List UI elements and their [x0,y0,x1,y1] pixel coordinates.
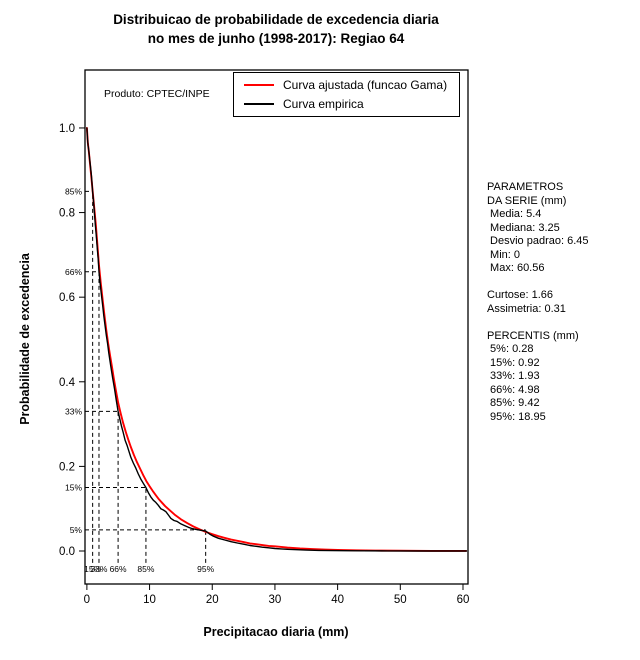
legend: Curva ajustada (funcao Gama) Curva empir… [233,72,460,117]
percentile-y-label: 5% [70,525,83,535]
fitted-curve-swatch [244,84,274,86]
empirical-curve-swatch [244,103,274,105]
percentile-y-label: 33% [65,406,82,416]
stats-line: 95%: 18.95 [487,410,546,423]
legend-label-empirical: Curva empirica [283,97,364,111]
stats-line [487,276,589,290]
percentile-x-label: 66% [110,564,127,574]
legend-label-fitted: Curva ajustada (funcao Gama) [283,78,448,92]
percentile-x-label: 95% [197,564,214,574]
percentile-y-label: 66% [65,267,82,277]
stats-panel: PARAMETROS DA SERIE (mm) Media: 5.4 Media… [487,181,589,424]
stats-line: 66%: 4.98 [487,383,540,396]
product-label: Produto: CPTEC/INPE [104,88,210,100]
stats-line: PARAMETROS [487,181,564,193]
y-tick-label: 0.4 [59,377,76,389]
stats-line: Curtose: 1.66 [487,289,554,301]
stats-line: Max: 60.56 [487,262,545,274]
y-tick-label: 0.6 [59,292,75,304]
stats-line [487,316,589,330]
percentile-x-label: 33% [90,564,107,574]
percentile-y-label: 15% [65,483,82,493]
chart-title: Distribuicao de probabilidade de exceden… [0,11,552,48]
y-tick-label: 0.0 [59,546,75,558]
stats-line: Min: 0 [487,248,521,261]
stats-line: Desvio padrao: 6.45 [487,235,589,247]
stats-line: Media: 5.4 [487,208,542,220]
chart-title-line1: Distribuicao de probabilidade de exceden… [113,12,439,27]
y-tick-label: 0.8 [59,208,75,220]
empirical-curve [86,127,468,552]
stats-line: 85%: 9.42 [487,397,540,409]
legend-item-empirical: Curva empirica [244,97,459,111]
x-axis-title: Precipitacao diaria (mm) [203,625,349,639]
x-tick-label: 10 [143,594,156,606]
y-axis-title: Probabilidade de excedencia [18,253,32,425]
x-tick-label: 0 [84,594,90,606]
plot-border [84,69,469,585]
percentile-y-label: 85% [65,186,82,196]
legend-item-fitted: Curva ajustada (funcao Gama) [244,78,459,92]
x-tick-label: 40 [331,594,344,606]
stats-line: Assimetria: 0.31 [487,302,566,315]
stats-line: 5%: 0.28 [487,343,534,355]
y-tick-label: 0.2 [59,461,75,473]
stats-line: 33%: 1.93 [487,370,540,382]
stats-line: PERCENTIS (mm) [487,329,579,342]
x-tick-label: 20 [206,594,219,606]
y-tick-label: 1.0 [59,123,75,135]
x-tick-label: 60 [457,594,470,606]
x-tick-label: 30 [269,594,282,606]
percentile-x-label: 15% [84,564,101,574]
stats-line: DA SERIE (mm) [487,194,567,207]
x-tick-label: 50 [394,594,407,606]
percentile-x-label: 85% [137,564,154,574]
chart-title-line2: no mes de junho (1998-2017): Regiao 64 [147,30,405,46]
stats-line: 15%: 0.92 [487,356,540,369]
stats-line: Mediana: 3.25 [487,221,560,234]
